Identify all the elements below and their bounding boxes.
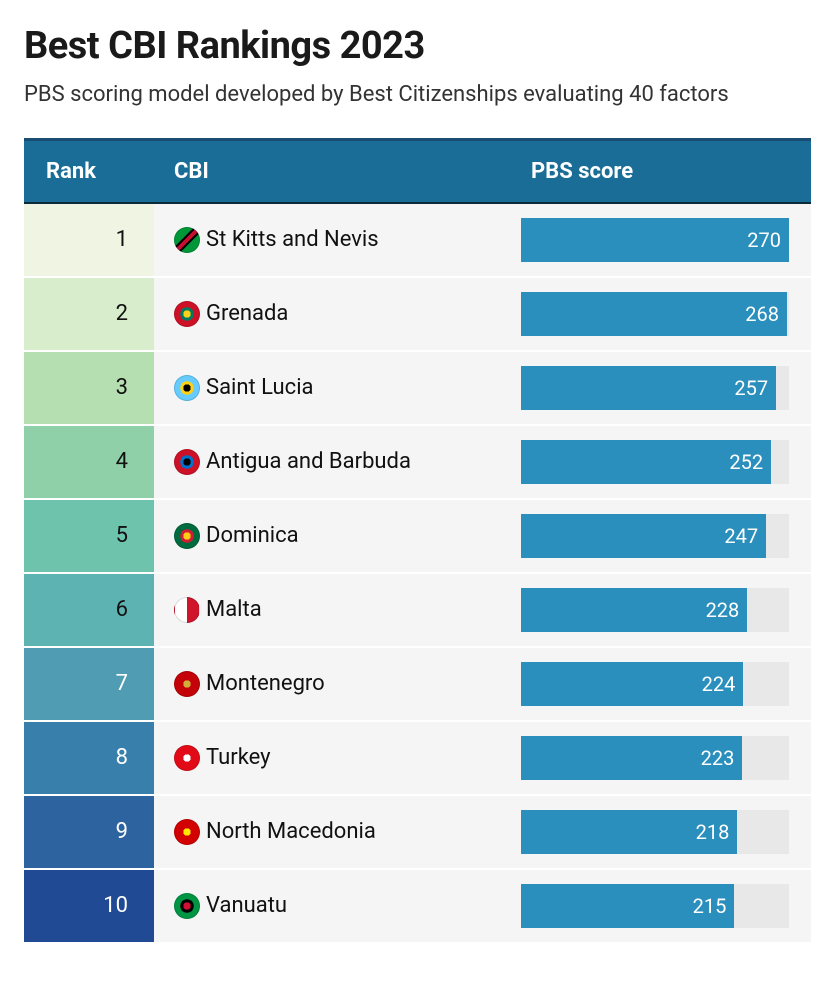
country-cell: Vanuatu xyxy=(154,870,521,942)
score-cell: 228 xyxy=(521,574,811,646)
country-name: Grenada xyxy=(206,301,288,326)
score-cell: 215 xyxy=(521,870,811,942)
country-name: Malta xyxy=(206,597,262,622)
rank-cell: 7 xyxy=(24,648,154,720)
flag-icon xyxy=(174,449,200,475)
country-cell: Dominica xyxy=(154,500,521,572)
flag-icon xyxy=(174,227,200,253)
score-cell: 223 xyxy=(521,722,811,794)
score-value: 215 xyxy=(693,894,727,918)
rank-cell: 9 xyxy=(24,796,154,868)
rankings-table: Rank CBI PBS score 1 St Kitts and Nevis … xyxy=(24,138,811,944)
score-bar-track: 228 xyxy=(521,588,789,632)
score-value: 224 xyxy=(702,672,736,696)
score-cell: 268 xyxy=(521,278,811,350)
table-row: 6 Malta 228 xyxy=(24,574,811,648)
table-body: 1 St Kitts and Nevis 270 2 Grenada 268 3 xyxy=(24,204,811,944)
country-cell: Malta xyxy=(154,574,521,646)
score-bar-track: 252 xyxy=(521,440,789,484)
flag-icon xyxy=(174,523,200,549)
flag-icon xyxy=(174,301,200,327)
score-bar-fill: 270 xyxy=(521,218,789,262)
rank-cell: 1 xyxy=(24,204,154,276)
score-bar-track: 223 xyxy=(521,736,789,780)
flag-icon xyxy=(174,893,200,919)
flag-icon xyxy=(174,597,200,623)
country-cell: Turkey xyxy=(154,722,521,794)
country-name: Turkey xyxy=(206,745,271,770)
rank-cell: 6 xyxy=(24,574,154,646)
column-header-cbi: CBI xyxy=(154,141,521,202)
table-row: 7 Montenegro 224 xyxy=(24,648,811,722)
country-cell: St Kitts and Nevis xyxy=(154,204,521,276)
table-row: 5 Dominica 247 xyxy=(24,500,811,574)
column-header-rank: Rank xyxy=(24,141,154,202)
score-cell: 247 xyxy=(521,500,811,572)
score-bar-fill: 228 xyxy=(521,588,747,632)
score-cell: 257 xyxy=(521,352,811,424)
rank-cell: 2 xyxy=(24,278,154,350)
score-bar-fill: 218 xyxy=(521,810,737,854)
table-row: 3 Saint Lucia 257 xyxy=(24,352,811,426)
table-row: 10 Vanuatu 215 xyxy=(24,870,811,944)
page-subtitle: PBS scoring model developed by Best Citi… xyxy=(24,80,764,110)
column-header-score: PBS score xyxy=(521,141,811,202)
score-bar-track: 224 xyxy=(521,662,789,706)
flag-icon xyxy=(174,375,200,401)
country-name: Vanuatu xyxy=(206,893,287,918)
score-bar-track: 257 xyxy=(521,366,789,410)
rank-cell: 8 xyxy=(24,722,154,794)
score-value: 218 xyxy=(696,820,730,844)
table-row: 2 Grenada 268 xyxy=(24,278,811,352)
flag-icon xyxy=(174,745,200,771)
score-value: 252 xyxy=(729,450,763,474)
page-title: Best CBI Rankings 2023 xyxy=(24,24,811,68)
country-name: Antigua and Barbuda xyxy=(206,449,411,474)
score-bar-fill: 215 xyxy=(521,884,734,928)
table-row: 1 St Kitts and Nevis 270 xyxy=(24,204,811,278)
score-cell: 252 xyxy=(521,426,811,498)
country-name: Dominica xyxy=(206,523,299,548)
score-value: 223 xyxy=(701,746,735,770)
score-cell: 224 xyxy=(521,648,811,720)
rank-cell: 3 xyxy=(24,352,154,424)
score-value: 270 xyxy=(747,228,781,252)
rank-cell: 4 xyxy=(24,426,154,498)
score-bar-track: 215 xyxy=(521,884,789,928)
score-value: 247 xyxy=(724,524,758,548)
table-header: Rank CBI PBS score xyxy=(24,141,811,204)
flag-icon xyxy=(174,671,200,697)
table-row: 4 Antigua and Barbuda 252 xyxy=(24,426,811,500)
score-bar-fill: 223 xyxy=(521,736,742,780)
score-bar-fill: 257 xyxy=(521,366,776,410)
score-bar-fill: 224 xyxy=(521,662,743,706)
country-cell: Saint Lucia xyxy=(154,352,521,424)
score-bar-track: 268 xyxy=(521,292,789,336)
country-cell: Montenegro xyxy=(154,648,521,720)
country-name: Montenegro xyxy=(206,671,325,696)
score-cell: 270 xyxy=(521,204,811,276)
table-row: 8 Turkey 223 xyxy=(24,722,811,796)
rank-cell: 10 xyxy=(24,870,154,942)
rank-cell: 5 xyxy=(24,500,154,572)
score-bar-fill: 252 xyxy=(521,440,771,484)
score-value: 257 xyxy=(734,376,768,400)
country-cell: North Macedonia xyxy=(154,796,521,868)
country-name: North Macedonia xyxy=(206,819,376,844)
flag-icon xyxy=(174,819,200,845)
score-bar-fill: 247 xyxy=(521,514,766,558)
score-bar-fill: 268 xyxy=(521,292,787,336)
country-cell: Antigua and Barbuda xyxy=(154,426,521,498)
country-name: Saint Lucia xyxy=(206,375,314,400)
score-bar-track: 218 xyxy=(521,810,789,854)
country-name: St Kitts and Nevis xyxy=(206,227,379,252)
score-bar-track: 247 xyxy=(521,514,789,558)
score-bar-track: 270 xyxy=(521,218,789,262)
country-cell: Grenada xyxy=(154,278,521,350)
score-value: 228 xyxy=(706,598,740,622)
score-cell: 218 xyxy=(521,796,811,868)
score-value: 268 xyxy=(745,302,779,326)
table-row: 9 North Macedonia 218 xyxy=(24,796,811,870)
